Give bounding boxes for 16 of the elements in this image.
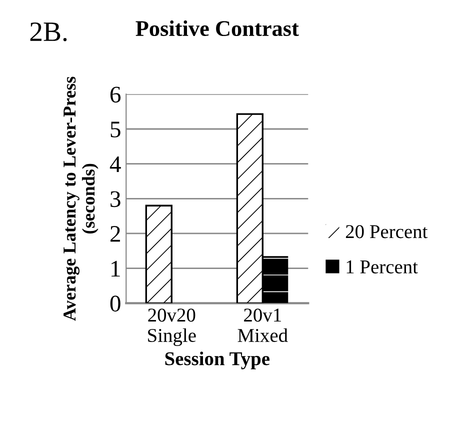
y-axis-title: Average Latency to Lever-Press (seconds): [64, 76, 98, 321]
chart-title: Positive Contrast: [136, 20, 299, 36]
y-tick-label: 3: [110, 191, 120, 208]
y-tick-label: 4: [110, 156, 121, 172]
y-tick-label: 1: [112, 260, 120, 277]
x-tick-label: 20v1 Mixed: [238, 308, 288, 342]
legend-label: 1 Percent: [346, 260, 418, 274]
y-tick-label: 2: [110, 226, 120, 242]
bar: [262, 256, 288, 304]
legend-label: 20 Percent: [346, 225, 428, 238]
y-tick-label: 0: [110, 296, 120, 312]
text: 2B.: [30, 22, 67, 42]
y-tick-label: 6: [110, 86, 121, 103]
y-tick-label: 5: [110, 122, 120, 138]
x-tick-label: 20v20 Single: [148, 308, 196, 346]
x-axis-title: Session Type: [165, 352, 270, 370]
